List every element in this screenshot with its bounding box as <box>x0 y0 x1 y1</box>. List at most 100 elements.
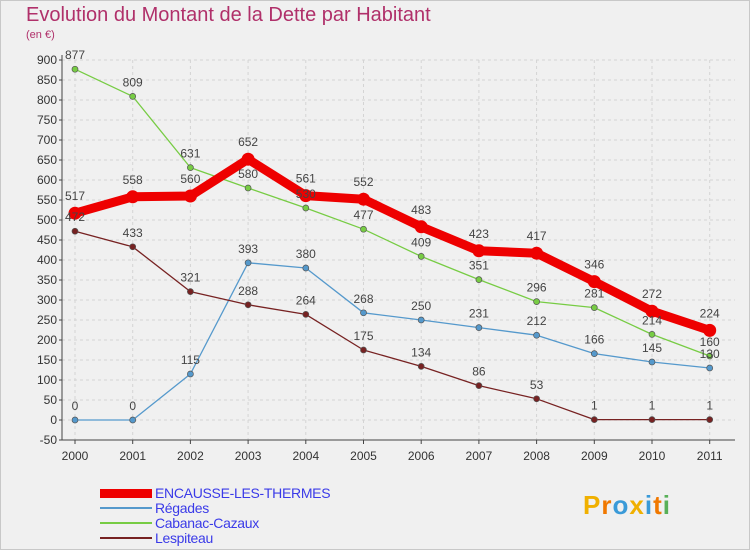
data-label-s3: 1 <box>649 399 656 413</box>
data-point-s0 <box>126 190 140 204</box>
legend-label-cabanac: Cabanac-Cazaux <box>155 515 259 531</box>
data-point-s1 <box>129 416 137 424</box>
data-point-s3 <box>244 301 252 309</box>
data-point-s0 <box>414 220 428 234</box>
data-point-s1 <box>706 364 714 372</box>
data-point-s1 <box>590 350 598 357</box>
data-point-s0 <box>241 152 255 166</box>
logo-letter: o <box>612 490 630 520</box>
y-tick-label: 850 <box>37 73 57 87</box>
x-tick-label: 2009 <box>581 449 608 463</box>
series-line-3 <box>74 230 711 421</box>
y-tick-label: 250 <box>37 313 57 327</box>
data-point-s1 <box>475 324 483 331</box>
data-label-s2: 351 <box>469 259 489 273</box>
data-point-s1 <box>244 259 252 267</box>
data-point-s2 <box>706 352 714 360</box>
data-label-s2: 477 <box>353 208 373 222</box>
data-label-s3: 264 <box>296 293 316 307</box>
legend-swatch-regades <box>100 507 152 509</box>
data-point-s2 <box>475 276 483 283</box>
logo-letter: x <box>629 490 645 520</box>
data-point-s0 <box>299 189 313 203</box>
y-tick-label: 450 <box>37 233 57 247</box>
data-point-s0 <box>68 206 82 220</box>
data-point-s3 <box>302 311 310 318</box>
data-label-s3: 86 <box>472 365 486 379</box>
y-tick-label: 500 <box>37 213 57 227</box>
data-point-s2 <box>187 164 194 171</box>
data-label-s3: 1 <box>591 399 598 413</box>
data-label-s1: 212 <box>527 314 547 328</box>
data-point-s1 <box>533 331 540 339</box>
data-point-s3 <box>648 416 656 423</box>
data-label-s0: 417 <box>527 229 547 243</box>
data-point-s3 <box>360 346 367 354</box>
data-label-s2: 281 <box>584 287 604 301</box>
data-label-s2: 409 <box>411 235 431 249</box>
series-line-1 <box>74 262 711 421</box>
data-point-s1 <box>417 316 425 324</box>
data-point-s0 <box>357 192 370 206</box>
line-chart: -500501001502002503003504004505005506006… <box>37 48 735 463</box>
data-label-s1: 145 <box>642 341 662 355</box>
data-label-s1: 268 <box>353 292 373 306</box>
data-point-s3 <box>187 288 194 295</box>
data-label-s2: 580 <box>238 167 258 181</box>
data-point-s1 <box>71 416 79 424</box>
data-label-s0: 483 <box>411 203 431 217</box>
data-point-s2 <box>360 225 367 233</box>
data-label-s3: 134 <box>411 345 431 359</box>
data-point-s0 <box>703 323 717 337</box>
data-point-s2 <box>648 331 656 338</box>
y-tick-label: 400 <box>37 253 57 267</box>
y-tick-label: 550 <box>37 193 57 207</box>
x-tick-label: 2010 <box>639 449 666 463</box>
x-tick-label: 2007 <box>466 449 493 463</box>
data-point-s0 <box>530 246 544 260</box>
y-tick-label: 600 <box>37 173 57 187</box>
data-label-s2: 877 <box>65 48 85 62</box>
data-label-s1: 0 <box>72 399 79 413</box>
data-point-s3 <box>706 416 714 423</box>
y-tick-label: 900 <box>37 53 57 67</box>
data-label-s0: 346 <box>584 258 604 272</box>
logo-letter: r <box>601 490 613 520</box>
data-point-s3 <box>71 227 79 235</box>
data-point-s2 <box>417 253 425 260</box>
data-point-s3 <box>475 382 483 389</box>
data-point-s0 <box>587 275 601 289</box>
data-point-s1 <box>302 264 310 272</box>
legend-label-encausse: ENCAUSSE-LES-THERMES <box>155 485 331 501</box>
data-point-s1 <box>187 370 194 378</box>
logo-letter: t <box>653 490 663 520</box>
data-label-s3: 321 <box>180 271 200 285</box>
data-label-s0: 224 <box>700 306 720 320</box>
legend-label-lespiteau: Lespiteau <box>155 530 214 546</box>
data-point-s1 <box>648 358 656 366</box>
y-tick-label: 200 <box>37 333 57 347</box>
x-tick-label: 2008 <box>523 449 550 463</box>
data-label-s1: 393 <box>238 242 258 256</box>
data-label-s0: 517 <box>65 189 85 203</box>
data-point-s0 <box>645 304 659 318</box>
logo-letter: P <box>583 490 602 520</box>
data-point-s3 <box>129 243 137 251</box>
data-label-s3: 433 <box>123 226 143 240</box>
x-tick-label: 2003 <box>235 449 262 463</box>
data-label-s3: 175 <box>353 329 373 343</box>
data-label-s1: 250 <box>411 299 431 313</box>
data-label-s3: 1 <box>706 399 713 413</box>
data-point-s2 <box>129 93 137 100</box>
data-point-s0 <box>472 244 486 258</box>
data-label-s3: 288 <box>238 284 258 298</box>
data-label-s2: 809 <box>123 75 143 89</box>
logo-letter: i <box>644 490 654 520</box>
legend-swatch-lespiteau <box>100 537 152 539</box>
data-label-s2: 530 <box>296 187 316 201</box>
y-tick-label: 50 <box>44 393 58 407</box>
proxiti-logo: Proxiti <box>583 490 671 521</box>
x-tick-label: 2005 <box>350 449 377 463</box>
data-point-s2 <box>244 184 252 192</box>
